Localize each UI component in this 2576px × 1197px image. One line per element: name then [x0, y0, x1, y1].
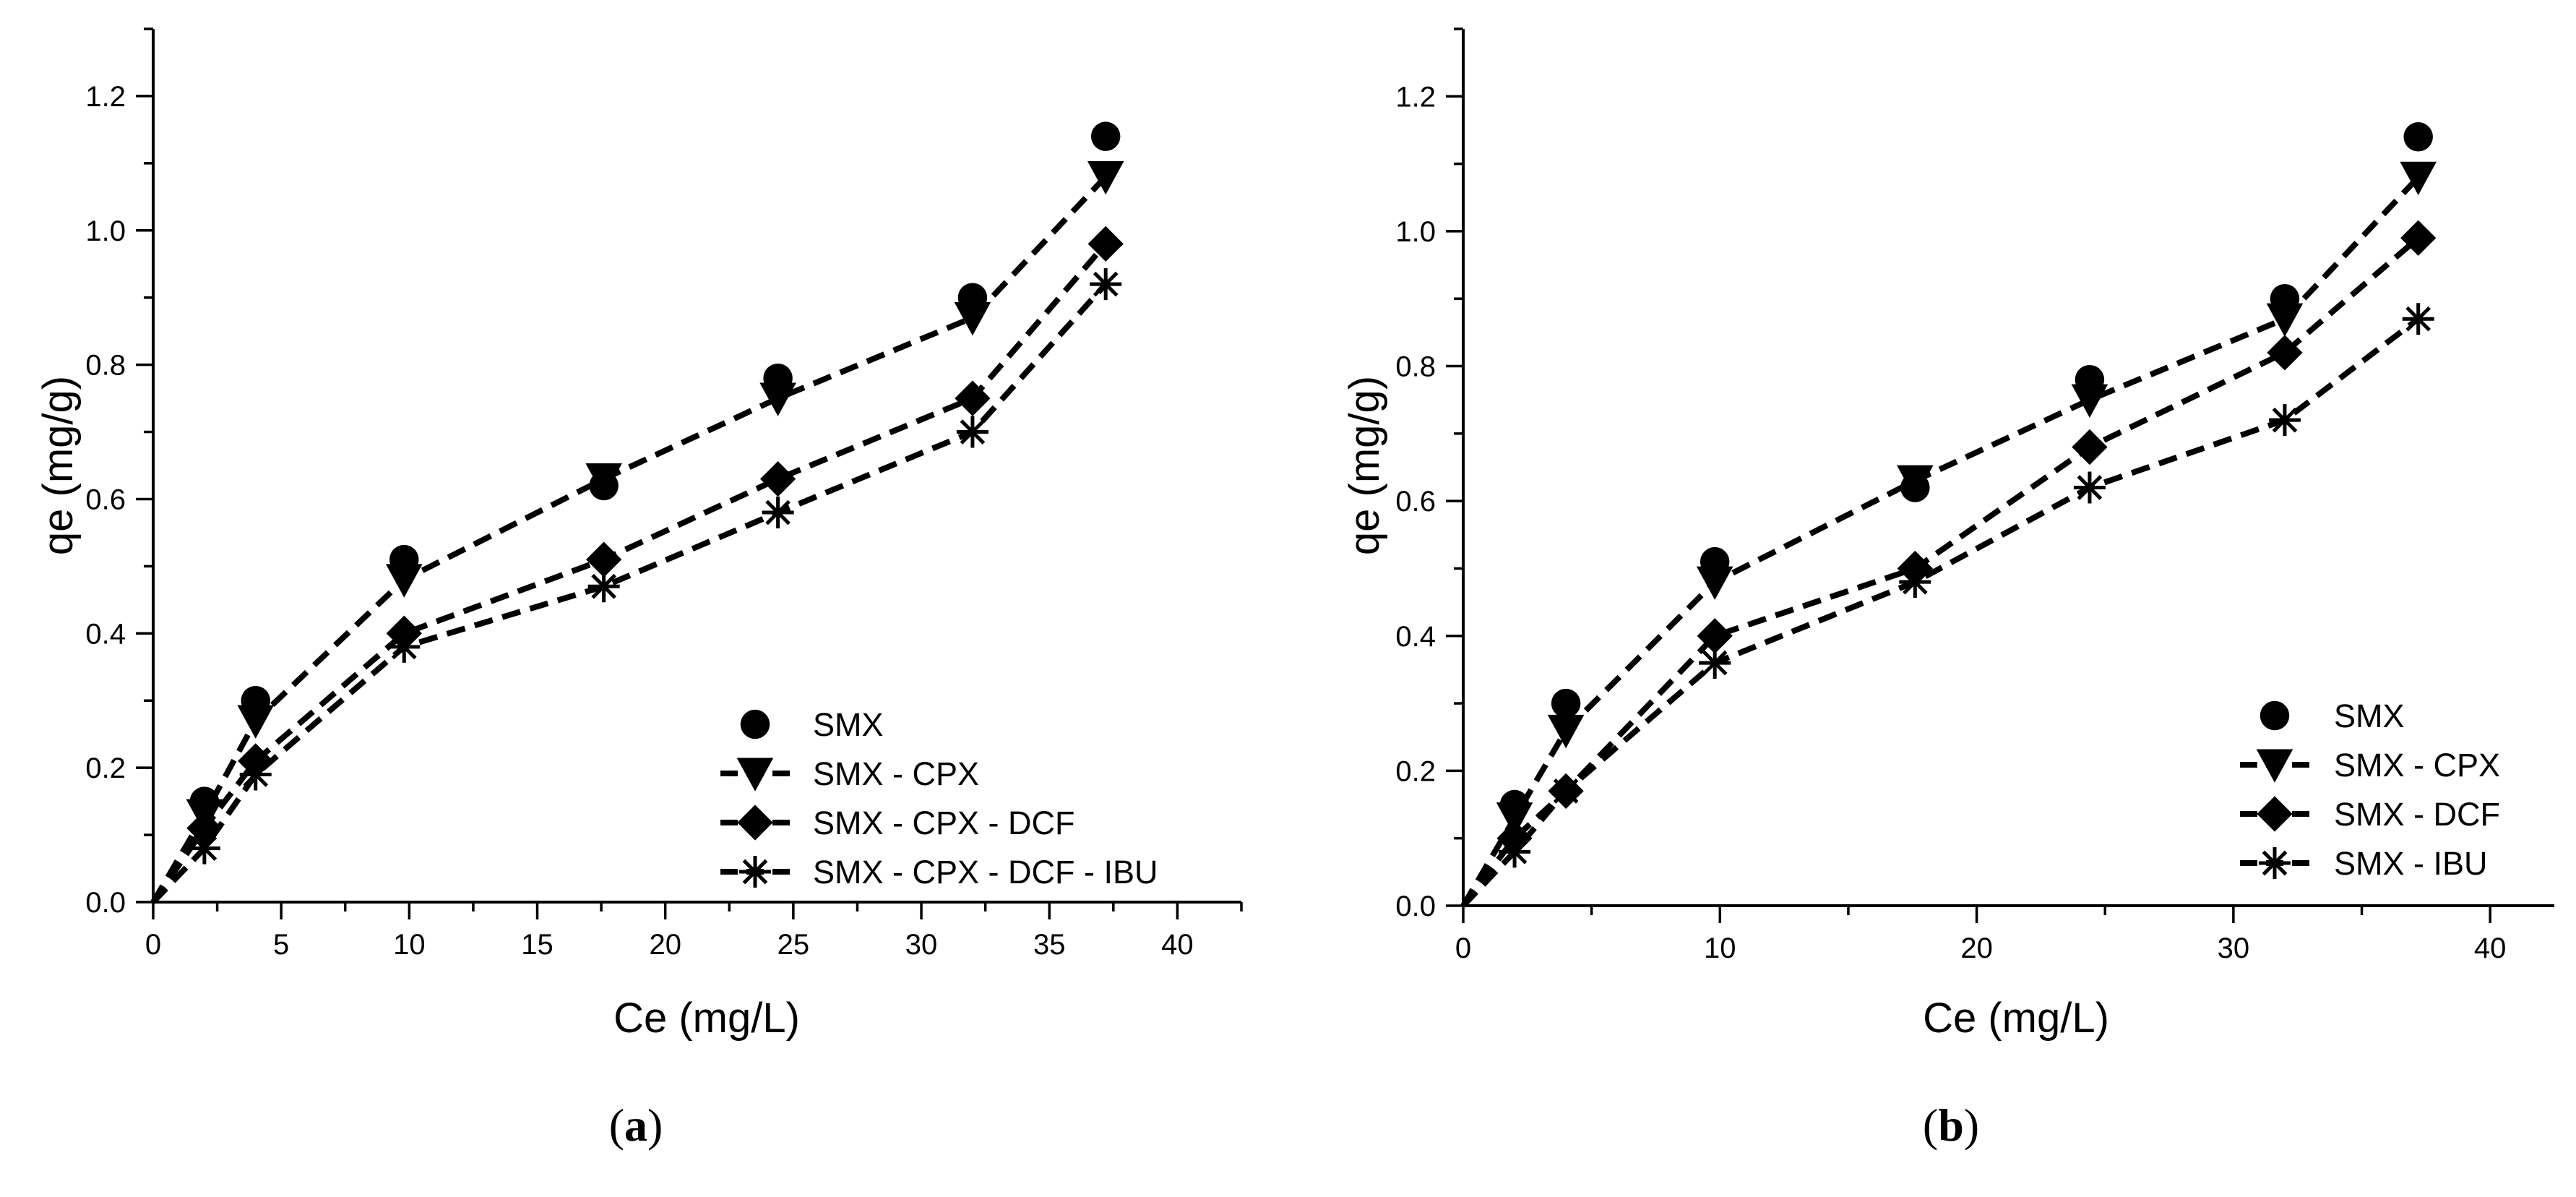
panel-label: (a) [609, 1099, 663, 1151]
data-point-triangle-down [759, 382, 796, 416]
legend-marker-triangle-down [736, 758, 774, 791]
legend-marker-asterisk [2259, 847, 2291, 879]
data-point-triangle-down [2071, 384, 2108, 418]
panel-label-open: ( [1923, 1099, 1938, 1151]
data-point-asterisk [762, 497, 794, 529]
data-point-triangle-down [1496, 802, 1533, 836]
x-tick-label: 40 [2474, 932, 2507, 964]
data-point-circle [2403, 122, 2433, 152]
x-tick-label: 35 [1033, 929, 1066, 961]
x-axis-title: Ce (mg/L) [613, 995, 800, 1042]
y-tick-label: 0.4 [1395, 621, 1436, 653]
data-point-diamond [1697, 618, 1733, 654]
panel-label: (b) [1923, 1099, 1979, 1151]
y-tick-label: 0.2 [1395, 755, 1436, 787]
data-point-triangle-down [1897, 465, 1934, 499]
y-tick-label: 0.0 [1395, 891, 1436, 922]
x-tick-label: 40 [1161, 929, 1194, 961]
data-point-circle [1090, 121, 1121, 151]
legend-label: SMX - DCF [2334, 796, 2500, 833]
data-point-triangle-down [954, 302, 991, 336]
data-point-asterisk [388, 630, 421, 663]
panel-label-close: ) [647, 1099, 663, 1151]
data-point-diamond [2072, 429, 2108, 466]
data-point-triangle-down [237, 705, 275, 739]
data-point-diamond [759, 460, 796, 497]
panel-b: 0 10 20 30 40 0.0 0.2 0.4 0.6 0.8 1.0 1.2 Ce (mg/L) q… [1341, 27, 2554, 1151]
data-point-circle [1551, 688, 1581, 718]
data-point-asterisk [2268, 404, 2301, 437]
data-point-asterisk [188, 832, 220, 864]
y-tick-label: 1.0 [1395, 216, 1436, 248]
data-point-asterisk [956, 416, 988, 448]
data-point-triangle-down [1696, 566, 1733, 600]
panel-a: 0 5 10 15 20 25 30 35 40 0.0 0.2 0.4 0.6 0.8 1.0 1.2 Ce … [35, 27, 1243, 1151]
legend-marker-circle [740, 709, 770, 739]
data-point-diamond [2267, 335, 2303, 371]
y-tick-label: 0.6 [85, 484, 126, 515]
data-point-triangle-down [385, 564, 423, 598]
y-tick-label: 1.2 [1395, 81, 1436, 113]
data-point-asterisk [1899, 566, 1931, 598]
data-point-asterisk [2402, 303, 2434, 335]
y-tick-label: 0.4 [85, 618, 126, 650]
y-tick-label: 1.2 [85, 81, 126, 113]
data-point-diamond [1087, 226, 1124, 262]
panel-label-letter: b [1938, 1099, 1964, 1151]
legend-marker-diamond [737, 805, 773, 841]
x-tick-label: 30 [905, 929, 938, 961]
x-tick-label: 20 [1960, 932, 1993, 964]
panel-label-open: ( [609, 1099, 624, 1151]
data-point-triangle-down [2400, 161, 2437, 196]
data-point-asterisk [2073, 471, 2106, 504]
data-point-diamond [586, 541, 622, 578]
legend-label: SMX - CPX - DCF - IBU [813, 854, 1158, 891]
y-axis-title: qe (mg/g) [35, 376, 82, 555]
y-tick-label: 0.6 [1395, 486, 1436, 518]
x-tick-label: 10 [1704, 932, 1736, 964]
data-point-asterisk [239, 758, 272, 791]
x-tick-label: 5 [273, 929, 289, 961]
series-line-2 [150, 241, 1108, 904]
y-axis-title: qe (mg/g) [1341, 376, 1388, 555]
legend-label: SMX - CPX - DCF [813, 805, 1075, 841]
legend-label: SMX - CPX [2334, 747, 2500, 784]
data-point-asterisk [1699, 647, 1731, 679]
data-point-diamond [955, 380, 991, 416]
x-tick-label: 10 [393, 929, 426, 961]
panel-label-close: ) [1964, 1099, 1979, 1151]
data-point-triangle-down [1087, 160, 1124, 195]
data-point-diamond [2400, 220, 2437, 256]
legend-label: SMX - IBU [2334, 845, 2488, 882]
panel-label-letter: a [624, 1099, 647, 1151]
legend-label: SMX [2334, 698, 2405, 734]
y-tick-label: 1.0 [85, 215, 126, 247]
x-tick-label: 20 [649, 929, 681, 961]
data-point-asterisk [1499, 836, 1531, 868]
x-tick-label: 30 [2218, 932, 2250, 964]
data-point-asterisk [1090, 268, 1122, 301]
y-tick-label: 0.0 [85, 887, 126, 919]
x-tick-label: 0 [1455, 932, 1471, 964]
x-tick-label: 25 [777, 929, 810, 961]
legend-label: SMX [813, 706, 884, 743]
y-tick-label: 0.8 [85, 350, 126, 382]
legend-marker-diamond [2257, 796, 2293, 832]
y-tick-label: 0.2 [85, 752, 126, 784]
data-point-triangle-down [585, 463, 622, 497]
data-point-triangle-down [1547, 714, 1585, 749]
y-tick-label: 0.8 [1395, 351, 1436, 383]
legend-marker-circle [2260, 700, 2290, 731]
x-axis-title: Ce (mg/L) [1923, 995, 2109, 1042]
series-line-1 [150, 174, 1108, 904]
data-point-asterisk [587, 570, 620, 603]
x-tick-label: 15 [521, 929, 553, 961]
legend-marker-triangle-down [2256, 749, 2293, 783]
legend-label: SMX - CPX [813, 755, 979, 792]
data-point-asterisk [1550, 775, 1582, 807]
data-point-triangle-down [2266, 303, 2304, 338]
legend-marker-asterisk [739, 856, 771, 888]
x-tick-label: 0 [145, 929, 161, 961]
